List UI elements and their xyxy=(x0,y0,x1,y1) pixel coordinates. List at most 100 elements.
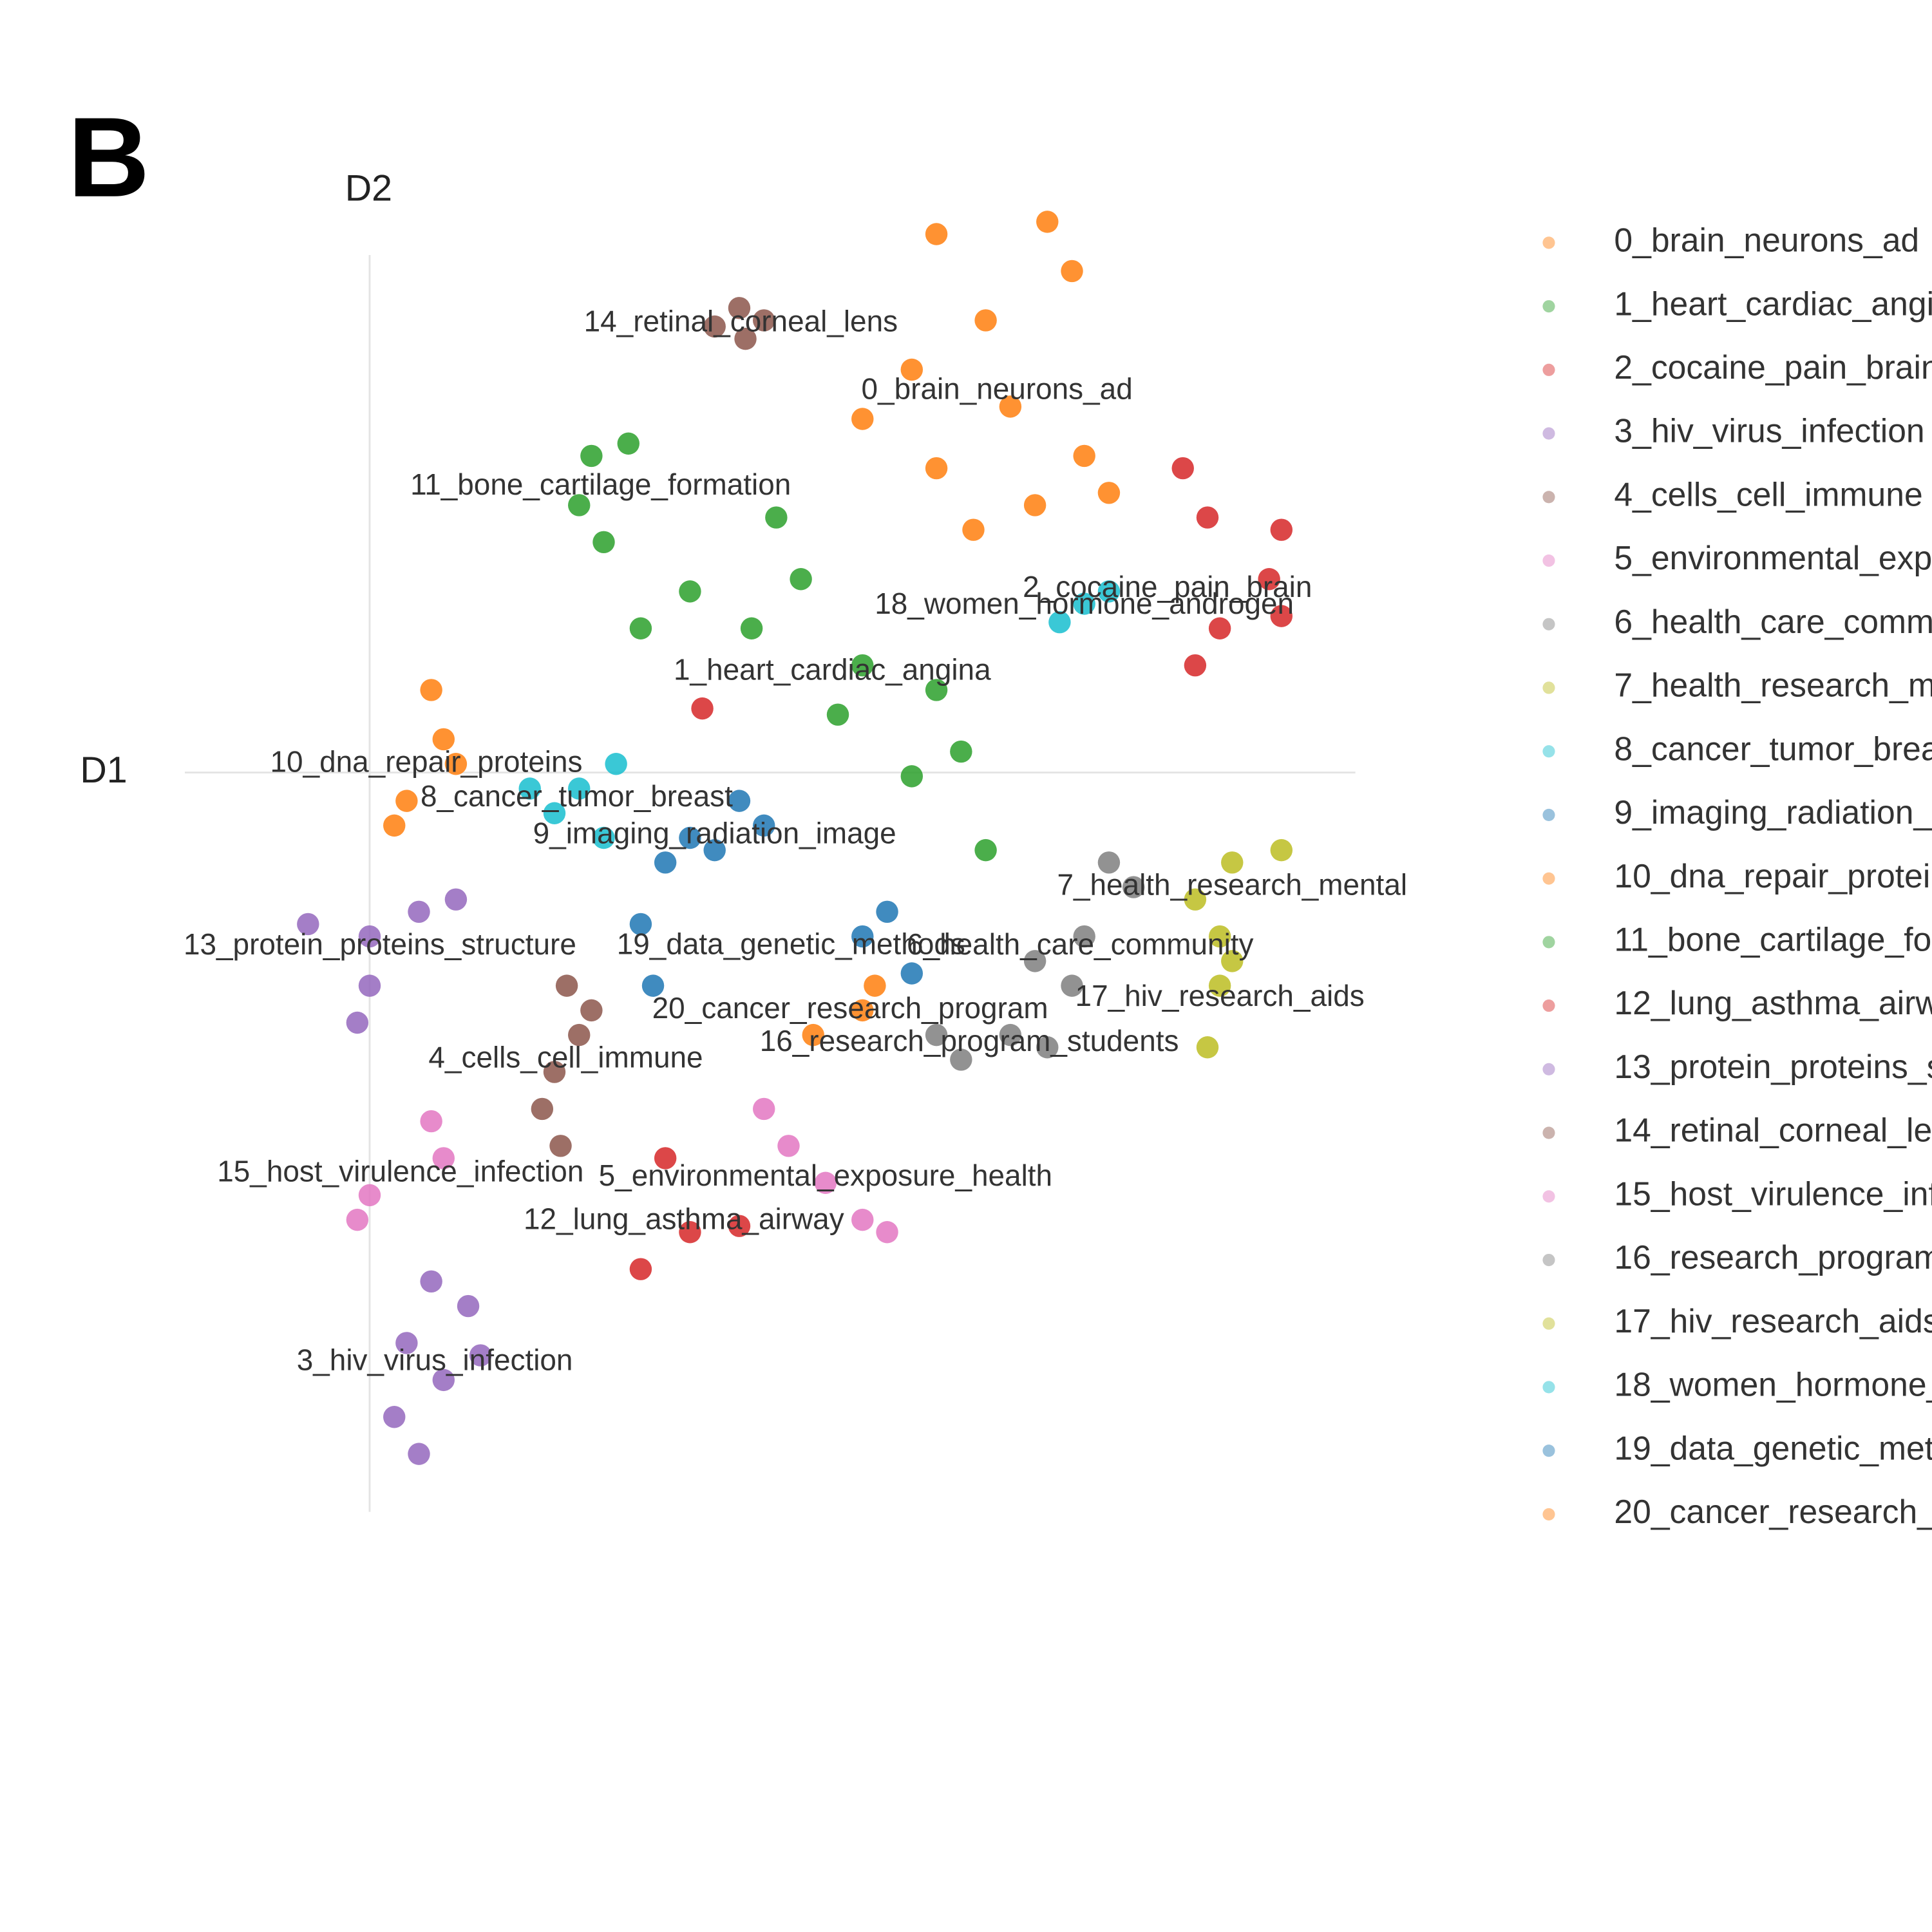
point xyxy=(1023,494,1046,516)
point xyxy=(1221,851,1244,874)
cluster-label: 11_bone_cartilage_formation xyxy=(410,468,791,501)
point xyxy=(728,297,751,319)
point xyxy=(1023,950,1046,972)
point xyxy=(1073,444,1095,468)
point xyxy=(605,753,627,775)
point xyxy=(1073,925,1095,948)
point xyxy=(925,679,948,701)
point xyxy=(358,974,381,997)
point xyxy=(408,1443,430,1465)
point xyxy=(974,309,997,332)
point xyxy=(358,925,381,948)
point xyxy=(641,974,665,997)
point xyxy=(826,703,849,726)
point xyxy=(432,1147,455,1170)
point xyxy=(346,1208,369,1231)
cluster-label: 10_dna_repair_proteins xyxy=(270,744,583,778)
point xyxy=(1196,506,1219,529)
point xyxy=(555,974,578,997)
point xyxy=(1097,482,1121,504)
point xyxy=(1221,950,1244,972)
point xyxy=(851,999,874,1022)
legend-label: 9_imaging_radiation_image xyxy=(1614,793,1932,831)
point xyxy=(568,777,591,800)
point xyxy=(1048,611,1071,634)
legend-label: 14_retinal_corneal_lens xyxy=(1614,1112,1932,1149)
point xyxy=(950,740,972,763)
point xyxy=(469,1344,492,1367)
point xyxy=(999,1023,1022,1046)
point xyxy=(654,851,677,874)
point xyxy=(568,1023,591,1046)
point xyxy=(444,753,468,775)
legend-label: 18_women_hormone_androgen xyxy=(1614,1366,1932,1403)
point xyxy=(1097,580,1121,603)
legend-marker xyxy=(1542,872,1555,885)
cluster-label: 17_hiv_research_aids xyxy=(1075,979,1365,1012)
point xyxy=(395,1332,418,1354)
point xyxy=(925,457,948,480)
point xyxy=(765,506,788,529)
point xyxy=(740,617,763,639)
point xyxy=(580,444,603,468)
panel-label: B xyxy=(68,95,149,221)
point xyxy=(1184,888,1207,911)
point xyxy=(900,765,923,788)
point xyxy=(1097,851,1121,874)
point xyxy=(420,679,442,701)
point xyxy=(1208,925,1231,948)
legend-marker xyxy=(1542,1190,1555,1203)
legend-marker xyxy=(1542,554,1555,567)
legend-label: 20_cancer_research_program xyxy=(1614,1493,1932,1530)
point xyxy=(876,900,898,923)
point xyxy=(703,315,726,338)
legend-marker xyxy=(1542,618,1555,630)
legend-marker xyxy=(1542,1126,1555,1139)
point xyxy=(728,1215,751,1237)
cluster-label: 12_lung_asthma_airway xyxy=(524,1202,844,1236)
cluster-label: 0_brain_neurons_ad xyxy=(862,372,1133,406)
point xyxy=(383,814,406,837)
point xyxy=(432,1368,455,1392)
legend-marker xyxy=(1542,236,1555,249)
point xyxy=(925,1023,948,1046)
point xyxy=(383,1406,406,1428)
point xyxy=(549,1135,572,1157)
x-axis-label: D1 xyxy=(80,750,127,791)
legend-marker xyxy=(1542,999,1555,1012)
point xyxy=(734,327,757,350)
point xyxy=(974,838,997,862)
cluster-label: 1_heart_cardiac_angina xyxy=(674,653,991,687)
legend-label: 11_bone_cartilage_formation xyxy=(1614,921,1932,958)
legend-label: 3_hiv_virus_infection xyxy=(1614,412,1924,450)
point xyxy=(1270,838,1293,862)
point xyxy=(679,580,701,603)
point xyxy=(777,1135,800,1157)
point xyxy=(408,900,430,923)
point xyxy=(864,974,886,997)
legend-marker xyxy=(1542,745,1555,758)
point xyxy=(999,395,1022,418)
legend-label: 5_environmental_exposure_health xyxy=(1614,539,1932,576)
cluster-label: 6_health_care_community xyxy=(907,927,1253,961)
point xyxy=(1061,974,1083,997)
legend-label: 2_cocaine_pain_brain xyxy=(1614,348,1932,386)
legend-label: 12_lung_asthma_airway xyxy=(1614,984,1932,1021)
legend-marker xyxy=(1542,681,1555,694)
point xyxy=(531,1097,554,1121)
point xyxy=(753,1097,775,1121)
point xyxy=(679,1221,701,1244)
legend-marker xyxy=(1542,1253,1555,1267)
point xyxy=(962,518,985,541)
point xyxy=(1073,592,1095,615)
point xyxy=(420,1110,442,1133)
point xyxy=(395,790,418,812)
point xyxy=(802,1023,824,1046)
point xyxy=(876,1221,898,1244)
point xyxy=(790,568,812,591)
point xyxy=(1270,605,1293,627)
point xyxy=(629,1258,652,1280)
legend-marker xyxy=(1542,808,1555,821)
